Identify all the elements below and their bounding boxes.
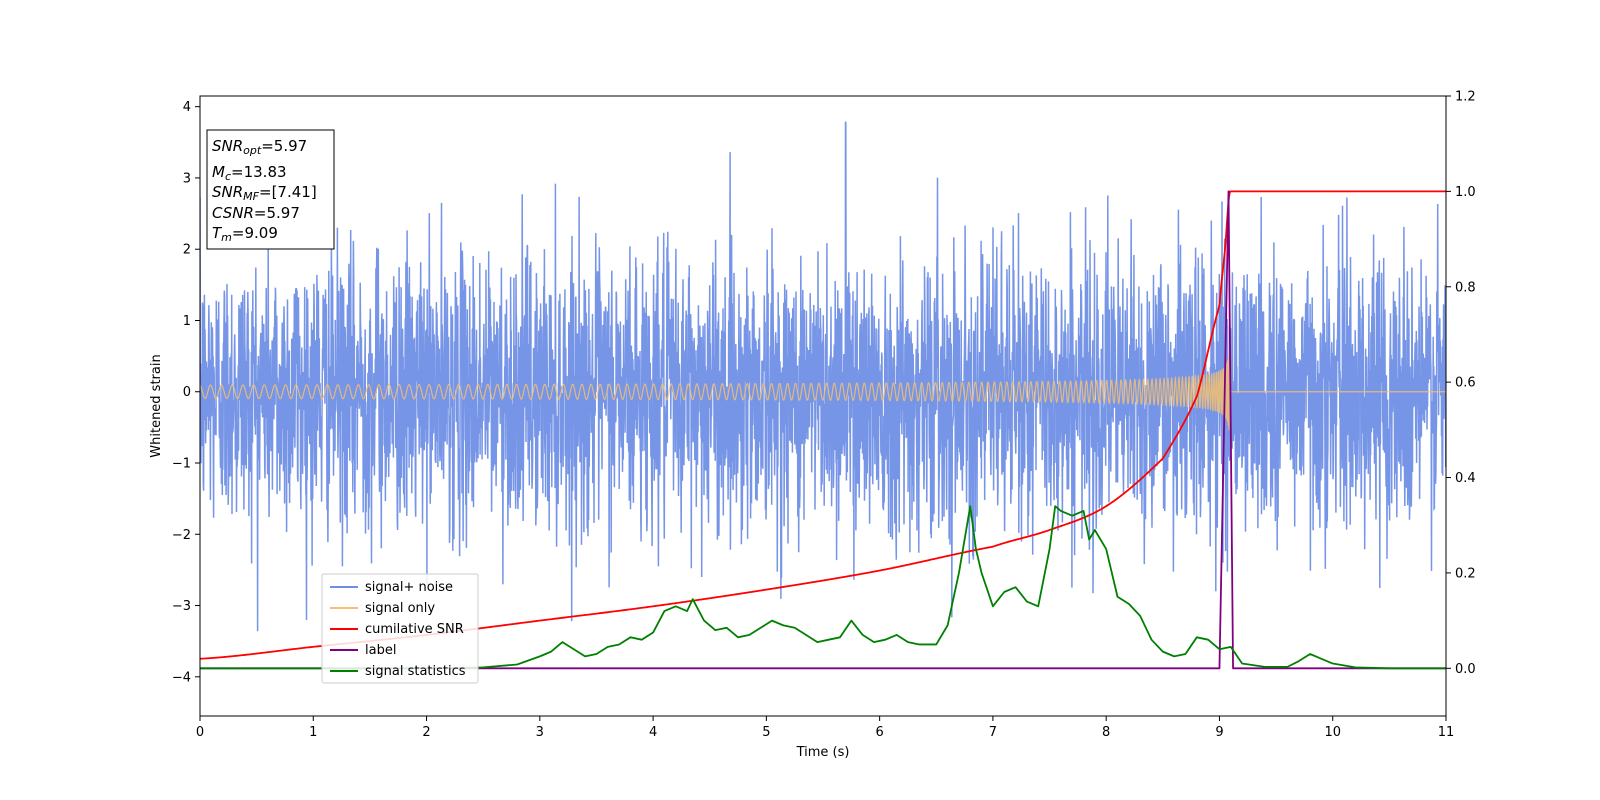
stat-snr-opt-value: =5.97 [261, 137, 307, 155]
stat-snr-mf-value: =[7.41] [259, 183, 317, 201]
stat-tm-value: =9.09 [232, 224, 278, 242]
stat-mc-sub: c [225, 170, 231, 183]
y2-tick-label: 1.2 [1455, 90, 1476, 105]
stat-tm-base: T [212, 224, 223, 242]
y-tick-label: −1 [172, 457, 191, 472]
y2-tick-label: 0.8 [1455, 280, 1476, 295]
stat-mc-value: =13.83 [231, 163, 287, 181]
x-tick-label: 2 [422, 725, 430, 740]
legend-label: signal only [365, 601, 435, 616]
x-tick-label: 0 [196, 725, 204, 740]
stat-csnr-base: CSNR [212, 204, 254, 222]
stat-snr-mf-base: SNR [212, 183, 243, 201]
stat-mc: Mc=13.83 [212, 163, 287, 183]
legend: signal+ noise signal only cumilative SNR la… [321, 573, 479, 684]
y-tick-label: −3 [172, 599, 191, 614]
stat-snr-mf-sub: MF [243, 190, 259, 203]
y-tick-label: −4 [172, 670, 191, 685]
y-tick-label: 0 [183, 385, 191, 400]
stat-tm: Tm=9.09 [212, 224, 278, 244]
y2-tick-label: 0.0 [1455, 662, 1476, 677]
stat-snr-mf: SNRMF=[7.41] [212, 183, 317, 203]
series-label [200, 190, 1446, 670]
stat-csnr-value: =5.97 [254, 204, 300, 222]
legend-label: signal statistics [365, 664, 466, 679]
y-tick-label: 3 [183, 171, 191, 186]
legend-label: signal+ noise [365, 580, 453, 595]
x-tick-label: 1 [309, 725, 317, 740]
series-signal-statistics [200, 505, 1446, 670]
y-axis-label: Whitened strain [149, 354, 164, 457]
x-axis-label: Time (s) [796, 745, 850, 760]
stat-mc-base: M [212, 163, 225, 181]
y2-tick-label: 0.6 [1455, 376, 1476, 391]
stat-snr-opt-sub: opt [243, 144, 262, 157]
legend-frame [321, 573, 479, 684]
y-tick-label: −2 [172, 528, 191, 543]
y-tick-label: 4 [183, 100, 191, 115]
x-tick-label: 9 [1215, 725, 1223, 740]
stat-tm-sub: m [221, 231, 232, 244]
plot-frame [199, 95, 1447, 717]
legend-label: label [365, 643, 396, 658]
x-tick-label: 10 [1324, 725, 1341, 740]
series-signal-noise [200, 121, 1446, 632]
x-tick-label: 3 [536, 725, 544, 740]
series-signal-only [200, 353, 1446, 431]
x-tick-label: 4 [649, 725, 657, 740]
y2-tick-label: 0.2 [1455, 566, 1476, 581]
legend-label: cumilative SNR [365, 622, 464, 637]
stats-box-frame [206, 129, 335, 250]
y-tick-label: 1 [183, 314, 191, 329]
stats-box: SNRopt=5.97 Mc=13.83 SNRMF=[7.41] CSNR=5… [206, 129, 335, 250]
stat-snr-opt: SNRopt=5.97 [212, 137, 307, 157]
x-tick-label: 5 [762, 725, 770, 740]
y2-tick-label: 0.4 [1455, 471, 1476, 486]
stat-csnr: CSNR=5.97 [212, 204, 300, 222]
y-tick-label: 2 [183, 243, 191, 258]
x-tick-label: 11 [1438, 725, 1455, 740]
x-tick-label: 7 [989, 725, 997, 740]
stat-snr-opt-base: SNR [212, 137, 243, 155]
y2-tick-label: 1.0 [1455, 185, 1476, 200]
x-tick-label: 8 [1102, 725, 1110, 740]
x-tick-label: 6 [875, 725, 883, 740]
